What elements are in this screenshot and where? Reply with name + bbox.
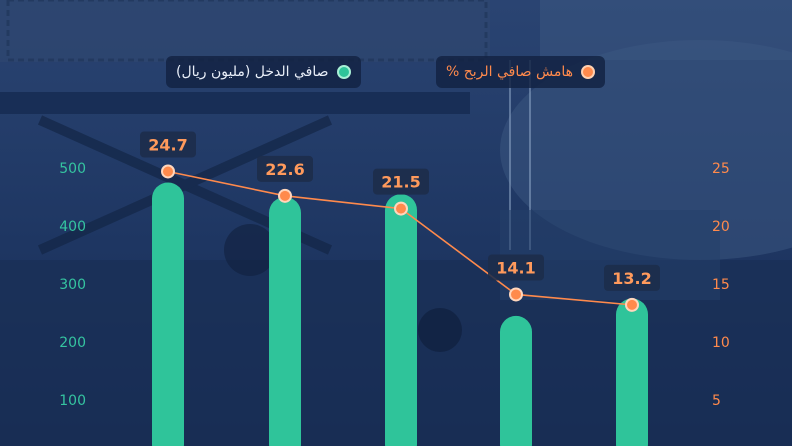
bar-income: [616, 298, 648, 446]
data-label-margin: 21.5: [381, 173, 420, 192]
right-axis-tick: 10: [712, 335, 730, 351]
data-label-bg: [373, 168, 429, 195]
margin-point: [278, 188, 292, 203]
data-label-margin: 14.1: [496, 258, 535, 277]
left-axis-tick: 400: [59, 219, 86, 235]
data-label-margin: 24.7: [148, 135, 187, 154]
right-axis-tick: 20: [712, 219, 730, 235]
data-label-bg: [257, 155, 313, 182]
left-axis: 100 200 300 400 500: [59, 161, 86, 409]
right-axis: 5 10 15 20 25: [712, 161, 730, 409]
bar-income: [385, 194, 417, 446]
right-axis-tick: 15: [712, 277, 730, 293]
bar-income: [269, 197, 301, 446]
margin-point: [625, 297, 639, 312]
data-labels: 24.7 22.6 21.5 14.1 13.2: [140, 131, 660, 291]
line-series: [161, 164, 639, 312]
legend-dot-margin: [580, 65, 595, 79]
bar-income: [152, 182, 184, 446]
data-label-margin: 22.6: [265, 160, 304, 179]
margin-point: [509, 287, 523, 302]
data-label-bg: [604, 264, 660, 291]
left-axis-tick: 100: [59, 393, 86, 409]
margin-point: [394, 201, 408, 216]
data-label-bg: [488, 254, 544, 281]
legend-item-margin: هامش صافي الربح %: [436, 56, 605, 88]
margin-point: [161, 164, 175, 179]
bar-income: [500, 315, 532, 446]
left-axis-tick: 300: [59, 277, 86, 293]
data-label-bg: [140, 131, 196, 158]
right-axis-tick: 25: [712, 161, 730, 177]
left-axis-tick: 500: [59, 161, 86, 177]
bar-series: [152, 182, 648, 446]
left-axis-tick: 200: [59, 335, 86, 351]
data-label-margin: 13.2: [612, 269, 651, 288]
legend-dot-income: [336, 65, 351, 79]
legend-item-income: صافي الدخل (مليون ريال): [166, 56, 361, 88]
right-axis-tick: 5: [712, 393, 721, 409]
legend-label-margin: هامش صافي الربح %: [446, 64, 573, 80]
legend-label-income: صافي الدخل (مليون ريال): [176, 64, 329, 80]
